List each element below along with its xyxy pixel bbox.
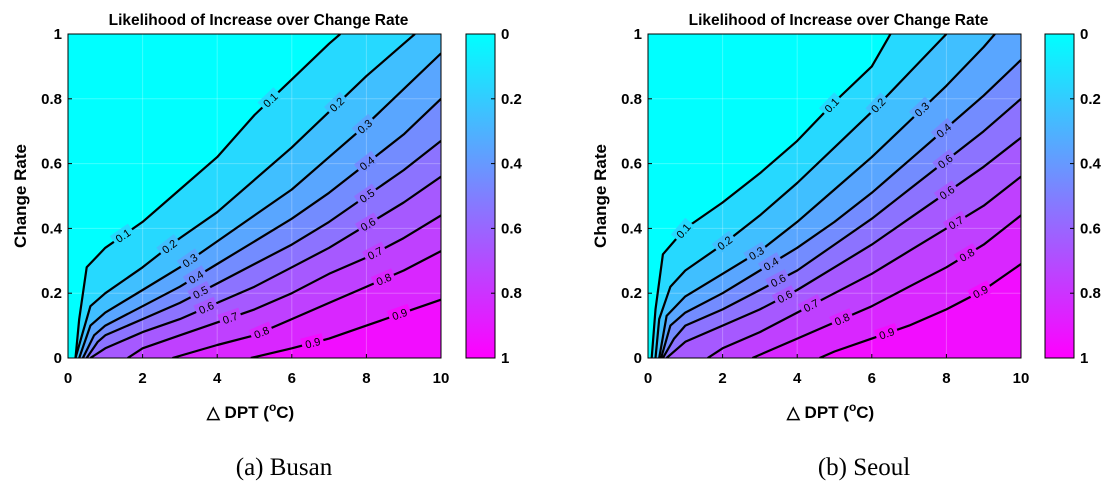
colorbar-tick-label: 1 bbox=[1080, 350, 1088, 367]
x-tick-label: 0 bbox=[644, 370, 652, 387]
colorbar-tick-label: 0.2 bbox=[501, 91, 522, 108]
x-tick-label: 6 bbox=[868, 370, 876, 387]
colorbar-tick-label: 0.4 bbox=[1080, 156, 1102, 173]
colorbar-tick-label: 0.4 bbox=[501, 156, 523, 173]
colorbar-tick-label: 0.8 bbox=[1080, 285, 1101, 302]
contour-label: 0.8 bbox=[375, 272, 394, 289]
colorbar-tick-label: 0.8 bbox=[501, 285, 522, 302]
y-tick-label: 0 bbox=[54, 350, 62, 367]
chart-panel-seoul: 0.10.10.20.20.30.30.40.40.60.60.60.60.70… bbox=[591, 12, 1102, 481]
contour-line-0.2 bbox=[74, 34, 416, 358]
x-axis-label: △ DPT (oC) bbox=[206, 400, 294, 422]
y-tick-label: 0 bbox=[634, 350, 642, 367]
contour-line-0.8 bbox=[172, 250, 441, 358]
x-tick-label: 6 bbox=[288, 370, 296, 387]
figure-caption: (b) Seoul bbox=[818, 454, 910, 481]
contour-line-0.6 bbox=[665, 136, 1021, 358]
y-tick-label: 0.2 bbox=[41, 285, 62, 302]
chart-title: Likelihood of Increase over Change Rate bbox=[109, 12, 409, 29]
y-tick-label: 0.2 bbox=[621, 285, 642, 302]
chart-panel-busan: 0.10.10.20.20.30.30.40.40.50.50.60.60.70… bbox=[11, 12, 523, 481]
contour-line-0.4 bbox=[660, 59, 1021, 358]
y-axis-label: Change Rate bbox=[11, 144, 30, 248]
plot-frame bbox=[647, 33, 1022, 359]
contour-band-0.9 bbox=[819, 264, 1021, 358]
contour-line-0.7 bbox=[127, 214, 441, 358]
contour-label: 0.9 bbox=[391, 307, 409, 323]
colorbar-tick-label: 0 bbox=[501, 26, 509, 43]
colorbar-tick-label: 0.6 bbox=[1080, 220, 1101, 237]
colorbar bbox=[1044, 33, 1075, 359]
colorbar bbox=[465, 33, 496, 359]
chart-title: Likelihood of Increase over Change Rate bbox=[689, 12, 989, 29]
contour-line-0.6 bbox=[89, 175, 441, 358]
x-tick-label: 2 bbox=[718, 370, 726, 387]
y-axis-label: Change Rate bbox=[591, 144, 610, 248]
y-tick-label: 0.6 bbox=[621, 156, 642, 173]
x-tick-label: 4 bbox=[793, 370, 802, 387]
x-tick-label: 4 bbox=[213, 370, 222, 387]
contour-line-0.3 bbox=[658, 34, 996, 358]
y-tick-label: 1 bbox=[634, 26, 642, 43]
colorbar-tick-label: 0 bbox=[1080, 26, 1088, 43]
plot-frame bbox=[67, 33, 442, 359]
contour-label: 0.6 bbox=[197, 300, 216, 317]
y-tick-label: 0.4 bbox=[41, 220, 63, 237]
y-tick-label: 0.4 bbox=[621, 220, 643, 237]
colorbar-tick-label: 0.6 bbox=[501, 220, 522, 237]
contour-label: 0.9 bbox=[878, 326, 896, 342]
colorbar-tick-label: 1 bbox=[501, 350, 509, 367]
x-tick-label: 10 bbox=[433, 370, 450, 387]
contour-line-0.1 bbox=[650, 34, 892, 358]
x-axis-label: △ DPT (oC) bbox=[786, 400, 874, 422]
x-tick-label: 0 bbox=[64, 370, 72, 387]
contour-fill-area: 0.10.10.20.20.30.30.40.40.50.50.60.60.70… bbox=[68, 34, 441, 358]
y-tick-label: 1 bbox=[54, 26, 62, 43]
contour-label: 0.7 bbox=[221, 311, 239, 327]
x-tick-label: 8 bbox=[942, 370, 950, 387]
figure-caption: (a) Busan bbox=[236, 454, 333, 481]
y-tick-label: 0.6 bbox=[41, 156, 62, 173]
contour-line-0.1 bbox=[74, 34, 342, 358]
contour-fill-area: 0.10.10.20.20.30.30.40.40.60.60.60.60.70… bbox=[648, 34, 1021, 358]
contour-label: 0.8 bbox=[252, 325, 271, 342]
contour-label: 0.8 bbox=[833, 311, 852, 328]
contour-line-0.8 bbox=[751, 214, 1021, 358]
x-tick-label: 10 bbox=[1013, 370, 1030, 387]
colorbar-tick-label: 0.2 bbox=[1080, 91, 1101, 108]
contour-label: 0.9 bbox=[304, 336, 322, 351]
x-tick-label: 8 bbox=[362, 370, 370, 387]
x-tick-label: 2 bbox=[138, 370, 146, 387]
y-tick-label: 0.8 bbox=[41, 91, 62, 108]
contour-band-0.9 bbox=[250, 299, 441, 358]
y-tick-label: 0.8 bbox=[621, 91, 642, 108]
